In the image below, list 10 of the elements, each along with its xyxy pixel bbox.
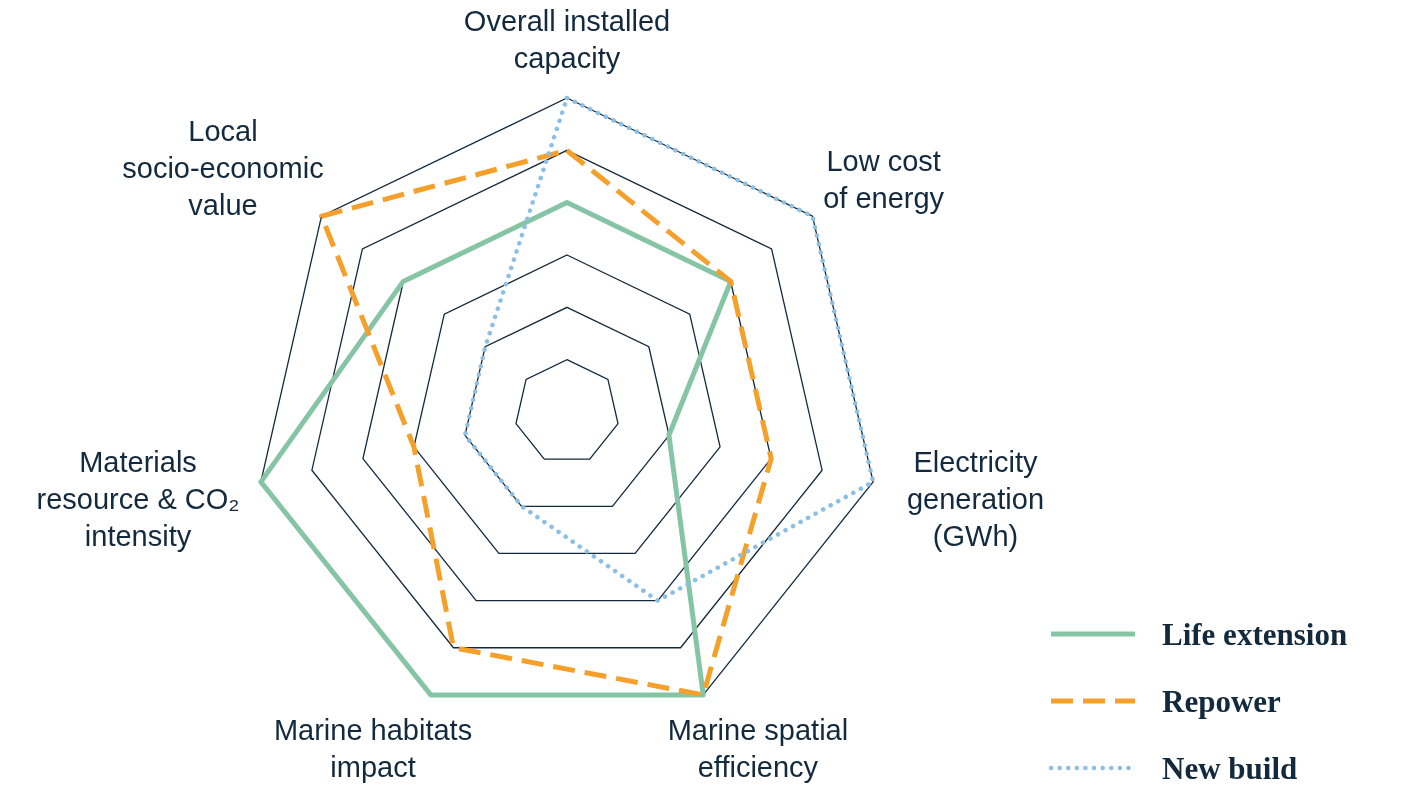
legend-label: Life extension — [1162, 617, 1348, 652]
spoke-label: Electricity generation (GWh) — [906, 446, 1045, 553]
spoke-label: Marine spatial efficiency — [667, 713, 849, 783]
spoke-label: Overall installed capacity — [463, 4, 671, 74]
spoke-label: Local socio-economic value — [122, 115, 324, 222]
spoke-label: Low cost of energy — [823, 145, 945, 215]
legend-label: New build — [1162, 751, 1298, 786]
spoke-label: Materials resource & CO₂ intensity — [36, 446, 240, 553]
legend-label: Repower — [1162, 684, 1282, 719]
spoke-label: Marine habitats impact — [273, 713, 473, 783]
